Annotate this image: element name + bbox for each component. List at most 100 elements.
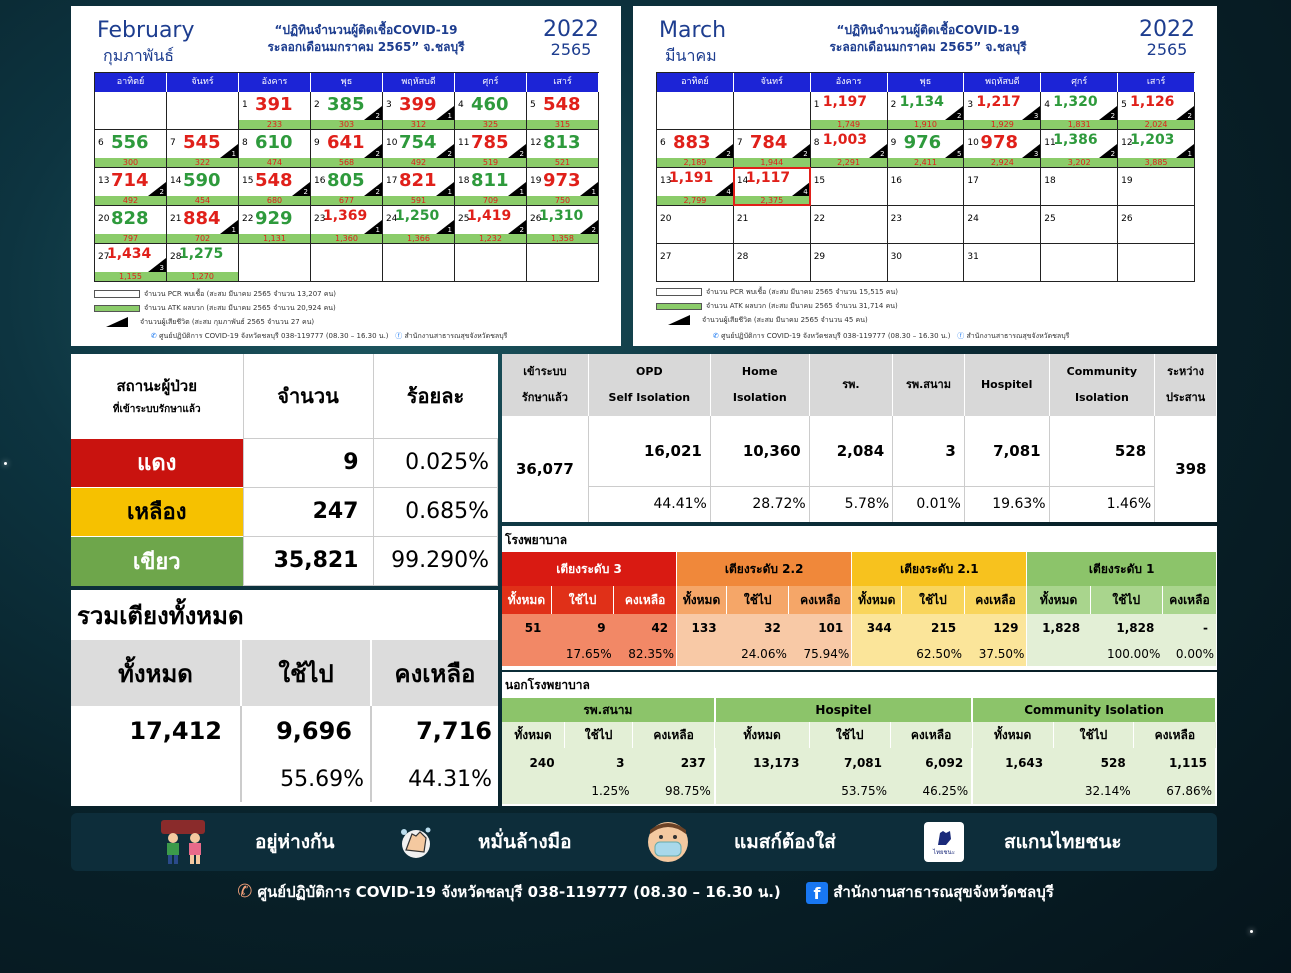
calendar-day (239, 244, 311, 282)
atk-count: 680 (239, 196, 310, 205)
outside-used-pct: 53.75% (809, 778, 890, 804)
pcr-count: 973 (543, 170, 581, 191)
outside-used-pct: 1.25% (564, 778, 633, 804)
system-value: 16,021 (588, 416, 711, 487)
hospital-title: โรงพยาบาล (505, 533, 568, 547)
death-count: 2 (1110, 112, 1116, 120)
bed-sub-header: ทั้งหมด (502, 586, 552, 614)
death-marker (580, 182, 598, 196)
death-count: 2 (375, 112, 380, 120)
day-number: 1 (242, 100, 248, 110)
day-number: 16 (890, 176, 903, 186)
atk-count: 1,358 (527, 234, 598, 243)
calendar-day: 10 978 2,924 3 (964, 130, 1042, 168)
pcr-count: 1,117 (745, 170, 791, 186)
system-header: รพ. (809, 354, 894, 416)
death-marker (148, 182, 166, 196)
death-count: 3 (1033, 150, 1039, 158)
pcr-count: 976 (903, 132, 942, 153)
pcr-count: 1,134 (899, 94, 944, 110)
system-percent: 1.46% (1049, 486, 1156, 522)
handwash-icon (401, 827, 431, 858)
calendar-legend: จำนวน PCR พบเชื้อ (สะสม มีนาคม 2565 จำนว… (656, 287, 898, 326)
pcr-count: 714 (111, 170, 149, 191)
death-marker (508, 182, 526, 196)
day-number: 27 (98, 252, 110, 262)
atk-count: 1,270 (167, 272, 238, 281)
outside-left: 1,115 (1133, 748, 1218, 778)
status-count: 247 (242, 486, 374, 537)
bed-sub-header: คงเหลือ (1162, 586, 1218, 614)
day-number: 24 (967, 214, 979, 224)
atk-count: 492 (95, 196, 166, 205)
contact-phone: ศูนย์ปฏิบัติการ COVID-19 จังหวัดชลบุรี 0… (257, 883, 781, 901)
calendar-day: 13 1,191 2,799 4 (657, 168, 734, 206)
death-marker (1099, 106, 1118, 120)
bed-left: - (1162, 614, 1218, 642)
day-number: 4 (1044, 100, 1051, 110)
atk-count: 1,232 (455, 234, 526, 243)
status-label: เหลือง (71, 486, 243, 537)
death-count: 1 (231, 150, 236, 158)
outside-sub-header: ทั้งหมด (972, 722, 1054, 748)
atk-count: 2,291 (810, 158, 887, 167)
calendar-day: 11 1,386 3,202 2 (1041, 130, 1119, 168)
death-count: 2 (375, 188, 380, 196)
pcr-count: 460 (471, 94, 509, 115)
day-number: 11 (1044, 138, 1056, 148)
outside-sub-header: คงเหลือ (890, 722, 973, 748)
day-number: 22 (813, 214, 826, 224)
death-count: 2 (803, 150, 808, 158)
pcr-count: 1,434 (107, 246, 152, 262)
calendar-day: 8 1,003 2,291 2 (810, 130, 888, 168)
calendar-day: 6 556 300 (95, 130, 167, 168)
atk-count: 315 (527, 120, 598, 129)
atk-count: 2,189 (657, 158, 733, 167)
outside-group-header: รพ.สนาม (502, 698, 716, 722)
day-number: 19 (1121, 176, 1133, 186)
death-marker (945, 106, 964, 120)
death-count: 2 (375, 150, 380, 158)
day-number: 1 (813, 100, 820, 110)
day-number: 15 (242, 176, 254, 186)
calendar-day: 31 (964, 244, 1042, 282)
system-header: รพ.สนาม (892, 354, 965, 416)
campaign-item: อยู่ห่างกัน (159, 820, 335, 864)
atk-count: 1,155 (95, 272, 166, 281)
calendar-day: 26 (1118, 206, 1195, 244)
system-value: 10,360 (710, 416, 810, 487)
pcr-count: 548 (543, 94, 581, 115)
bed-left-pct: 82.35% (613, 642, 678, 666)
day-number: 27 (660, 252, 672, 262)
calendar-day: 27 1,434 1,155 3 (95, 244, 167, 282)
atk-count: 1,910 (887, 120, 964, 129)
atk-count: 1,360 (311, 234, 382, 243)
day-number: 23 (890, 214, 903, 224)
death-count: 2 (159, 188, 164, 196)
contact-facebook[interactable]: สำนักงานสาธารณสุขจังหวัดชลบุรี (833, 883, 1054, 901)
calendar-day (527, 244, 599, 282)
atk-count: 3,885 (1118, 158, 1194, 167)
death-marker (148, 258, 166, 272)
hospital-beds-table: โรงพยาบาล เตียงระดับ 3 เตียงระดับ 2.2 เตีย… (502, 526, 1218, 670)
death-count: 1 (519, 188, 524, 196)
atk-count: 677 (311, 196, 382, 205)
bed-left-pct: 0.00% (1162, 642, 1218, 666)
day-number: 5 (530, 100, 536, 110)
bed-sub-header: คงเหลือ (964, 586, 1028, 614)
system-value: 528 (1049, 416, 1156, 487)
system-pending: 398 (1175, 460, 1207, 478)
calendar-day: 9 641 568 2 (311, 130, 383, 168)
pcr-count: 784 (749, 132, 788, 153)
death-marker (220, 220, 238, 234)
calendar-day (167, 92, 239, 130)
day-number: 11 (458, 138, 470, 148)
treatment-system-table: เข้าระบบ รักษาแล้ว OPD Self Isolation Home Is… (502, 354, 1217, 522)
death-marker (436, 144, 454, 158)
death-count: 2 (880, 150, 885, 158)
system-header: เข้าระบบ รักษาแล้ว (502, 354, 589, 416)
facebook-icon[interactable]: f (806, 881, 828, 904)
death-count: 2 (1110, 150, 1116, 158)
pcr-count: 1,217 (976, 94, 1021, 110)
calendar-day: 5 548 315 (527, 92, 599, 130)
